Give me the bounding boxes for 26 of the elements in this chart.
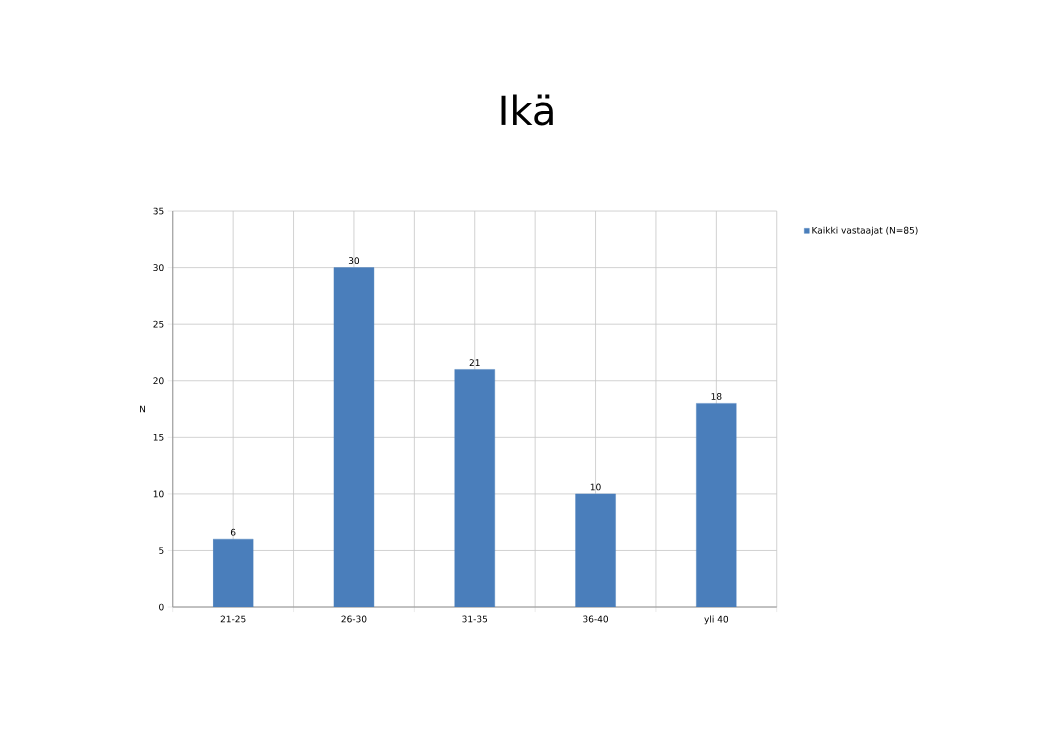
data-label: 21	[469, 359, 480, 366]
bar	[575, 493, 616, 608]
data-label: 18	[711, 393, 722, 400]
y-tick-label: 30	[153, 264, 164, 272]
y-tick-label: 0	[159, 603, 164, 611]
x-tick-label: yli 40	[704, 615, 729, 625]
x-tick-label: 21-25	[220, 615, 246, 623]
bar	[454, 369, 495, 608]
data-label: 10	[590, 483, 601, 491]
y-tick-label: 20	[153, 377, 164, 385]
bar	[212, 538, 254, 608]
data-label: 6	[230, 528, 236, 536]
chart-title: Ikä	[501, 94, 553, 126]
y-tick-label: 25	[153, 320, 164, 328]
bar	[696, 403, 737, 608]
x-tick-label: 31-35	[462, 615, 488, 623]
y-tick-label: 10	[153, 490, 164, 498]
y-tick-label: 15	[153, 433, 164, 441]
data-label: 30	[348, 257, 360, 265]
legend-label: Kaikki vastaajat (N=85)	[812, 226, 918, 236]
bar	[333, 267, 375, 608]
y-tick-label: 35	[153, 207, 164, 215]
y-axis-title: N	[140, 405, 146, 413]
x-tick-label: 36-40	[583, 615, 609, 623]
y-tick-label: 5	[159, 547, 164, 554]
x-tick-label: 26-30	[341, 615, 367, 623]
